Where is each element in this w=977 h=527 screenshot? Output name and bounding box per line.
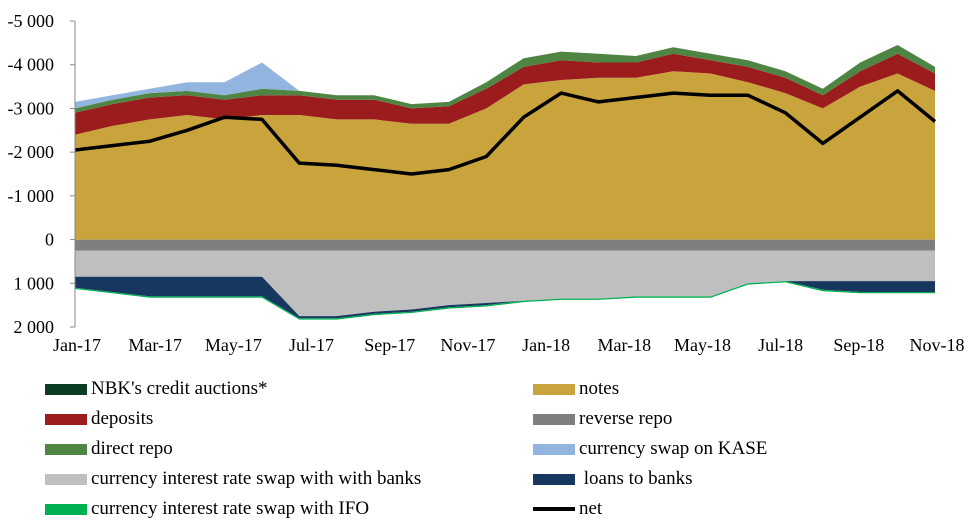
x-tick-label: Mar-17 [128, 335, 182, 355]
y-tick-label: 0 [45, 230, 54, 250]
x-tick-label: Sep-17 [364, 335, 415, 355]
legend-label: deposits [91, 408, 154, 429]
area-reverse-repo [75, 239, 935, 251]
legend-label: currency interest rate swap with IFO [91, 498, 370, 519]
y-tick-label: -1 000 [8, 186, 55, 206]
legend-label: loans to banks [579, 468, 693, 489]
x-tick-label: Jul-18 [758, 335, 803, 355]
area-currency-swap-on-kase [75, 45, 935, 109]
legend-item-net: net [533, 498, 602, 520]
legend-swatch [45, 413, 87, 425]
legend-swatch [533, 383, 575, 395]
y-tick-label: 2 000 [14, 317, 55, 337]
legend-label: net [579, 498, 603, 519]
legend-item-deposits: deposits [45, 408, 153, 430]
x-tick-label: Mar-18 [597, 335, 651, 355]
legend-label: notes [579, 378, 620, 399]
net-line-group [74, 89, 937, 176]
legend-swatch [45, 383, 87, 395]
legend-item-reverse-repo: reverse repo [533, 408, 672, 430]
stacked-areas [75, 45, 935, 320]
y-tick-label: 1 000 [14, 273, 55, 293]
y-tick-label: -4 000 [8, 55, 55, 75]
x-tick-label: Jan-17 [53, 335, 101, 355]
axes [70, 20, 76, 328]
legend-item-currency-swap-on-kase: currency swap on KASE [533, 438, 767, 460]
legend-label: currency swap on KASE [579, 438, 768, 459]
legend-label: currency interest rate swap with with ba… [91, 468, 422, 489]
x-tick-labels: Jan-17 Mar-17 May-17 Jul-17 Sep-17 Nov-17 Jan-… [53, 335, 965, 355]
legend-label: NBK's credit auctions* [91, 378, 268, 399]
x-tick-label: Jul-17 [289, 335, 334, 355]
area-notes [75, 71, 935, 240]
legend-item-loans-to-banks: loans to banks [533, 468, 692, 490]
legend-item-notes: notes [533, 378, 619, 400]
chart: -5 000 -4 000 -3 000 -2 000 -1 000 0 1 000 2 00… [8, 11, 965, 355]
legend-item-nbk-s-credit-auctions: NBK's credit auctions* [45, 378, 268, 400]
legend-swatch [533, 507, 575, 511]
x-tick-label: May-17 [205, 335, 262, 355]
x-tick-label: Sep-18 [833, 335, 884, 355]
x-tick-label: Nov-18 [910, 335, 965, 355]
legend-swatch [45, 473, 87, 485]
legend-item-direct-repo: direct repo [45, 438, 173, 460]
legend-swatch [533, 473, 575, 485]
y-tick-label: -5 000 [8, 11, 55, 31]
area-deposits [75, 53, 935, 135]
legend-swatch [533, 413, 575, 425]
line-net [74, 89, 937, 176]
legend-label: direct repo [91, 438, 173, 459]
x-tick-label: Jan-18 [522, 335, 570, 355]
legend-item-currency-interest-rate-swap-with-with-banks: currency interest rate swap with with ba… [45, 468, 421, 490]
legend-item-currency-interest-rate-swap-with-ifo: currency interest rate swap with IFO [45, 498, 369, 520]
x-tick-label: May-18 [674, 335, 731, 355]
area-loans-to-banks [75, 276, 935, 319]
legend-swatch [533, 443, 575, 455]
y-tick-label: -2 000 [8, 142, 55, 162]
x-tick-label: Nov-17 [440, 335, 495, 355]
y-tick-labels: -5 000 -4 000 -3 000 -2 000 -1 000 0 1 000 2 00… [8, 11, 55, 337]
legend-label: reverse repo [579, 408, 673, 429]
legend-swatch [45, 503, 87, 515]
area-currency-interest-rate-swap-with-with-banks [75, 250, 935, 317]
y-tick-label: -3 000 [8, 98, 55, 118]
legend-swatch [45, 443, 87, 455]
